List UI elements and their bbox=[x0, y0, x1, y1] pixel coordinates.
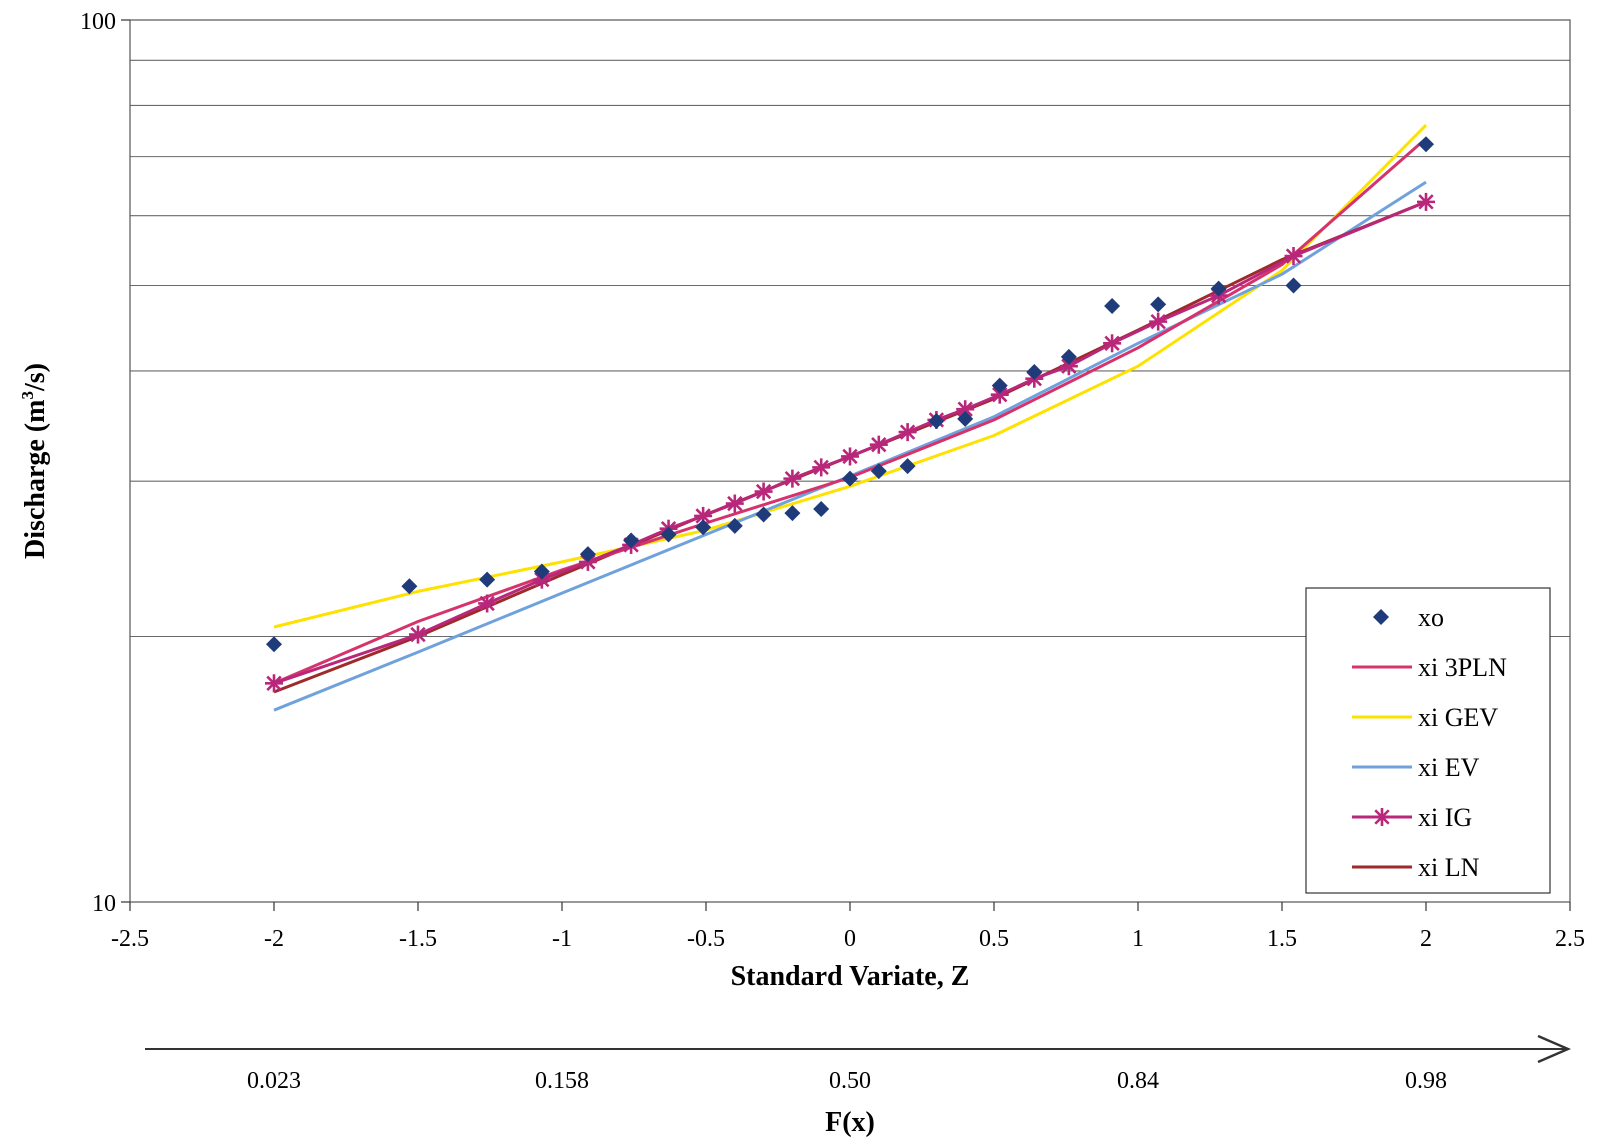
data-point-xo bbox=[1104, 297, 1121, 314]
series-line-xi-gev bbox=[273, 124, 1428, 629]
x-tick-label: -2 bbox=[264, 926, 284, 952]
fx-secondary-axis: F(x) 0.023 0.158 0.50 0.84 0.98 bbox=[145, 1034, 1572, 1138]
fx-tick-label: 0.158 bbox=[535, 1068, 589, 1094]
data-point-xi-ig bbox=[694, 506, 713, 525]
fx-arrow-head bbox=[1537, 1034, 1572, 1064]
x-tick-label: -2.5 bbox=[111, 926, 149, 952]
data-point-xo bbox=[266, 636, 282, 653]
data-point-xo bbox=[899, 458, 916, 475]
data-point-xo bbox=[784, 505, 801, 522]
data-point-xo bbox=[533, 563, 550, 580]
legend-label-xi-ig: xi IG bbox=[1418, 803, 1472, 832]
y-tick-label: 100 bbox=[80, 9, 116, 35]
x-tick-label: 0 bbox=[844, 926, 856, 952]
data-point-xo bbox=[623, 532, 640, 549]
data-point-xi-ig bbox=[725, 494, 744, 513]
data-point-xo bbox=[1150, 296, 1167, 313]
y-axis-title: Discharge (m3/s) bbox=[18, 363, 51, 559]
data-point-xo bbox=[401, 578, 418, 595]
data-point-xo bbox=[928, 413, 945, 430]
data-point-xi-ig bbox=[841, 447, 859, 466]
data-point-xi-ig bbox=[783, 469, 802, 488]
data-point-xo bbox=[726, 517, 743, 534]
data-point-xo bbox=[695, 519, 712, 536]
data-point-xi-ig bbox=[812, 458, 831, 477]
legend-label-xi-ev: xi EV bbox=[1418, 753, 1480, 782]
data-point-xi-ig bbox=[869, 435, 888, 454]
data-point-xi-ig bbox=[1417, 192, 1435, 211]
legend-label-xi-ln: xi LN bbox=[1418, 853, 1480, 882]
data-point-xo bbox=[1418, 136, 1434, 153]
legend-box bbox=[1305, 587, 1551, 894]
data-point-xo bbox=[1026, 363, 1043, 380]
legend-label-xi-3pln: xi 3PLN bbox=[1418, 653, 1507, 682]
series-group bbox=[265, 124, 1435, 712]
data-point-xo bbox=[957, 410, 974, 427]
series-line-xi-3pln bbox=[273, 137, 1427, 685]
x-tick-label: 0.5 bbox=[979, 926, 1009, 952]
legend-label-xo: xo bbox=[1418, 603, 1444, 632]
data-point-xo bbox=[991, 377, 1008, 394]
data-point-xi-ig bbox=[898, 423, 917, 442]
legend-label-xi-gev: xi GEV bbox=[1418, 703, 1498, 732]
data-point-xo bbox=[579, 546, 596, 563]
data-point-xi-ig bbox=[754, 482, 773, 501]
data-point-xo bbox=[755, 506, 772, 523]
x-axis-title: Standard Variate, Z bbox=[731, 961, 970, 992]
data-point-xo bbox=[842, 470, 858, 487]
fx-tick-label: 0.50 bbox=[829, 1068, 871, 1094]
x-tick-label: -1.5 bbox=[399, 926, 437, 952]
x-tick-label: 2.5 bbox=[1555, 926, 1585, 952]
fx-tick-label: 0.84 bbox=[1117, 1068, 1159, 1094]
data-point-xo bbox=[479, 571, 496, 588]
x-tick-label: 2 bbox=[1420, 926, 1432, 952]
grid-lines bbox=[130, 59, 1570, 638]
y-tick-label: 10 bbox=[92, 891, 116, 917]
x-tick-label: -1 bbox=[552, 926, 572, 952]
fx-axis-title: F(x) bbox=[825, 1107, 875, 1138]
series-line-xi-ln bbox=[273, 200, 1427, 694]
legend: xo xi 3PLN xi GEV xi EV xi IG xi LN bbox=[1305, 587, 1551, 894]
legend-symbol-xo bbox=[1373, 609, 1389, 625]
legend-marker-xi-ig bbox=[1373, 808, 1391, 826]
data-point-xo bbox=[1285, 277, 1302, 294]
fx-tick-label: 0.023 bbox=[247, 1068, 301, 1094]
data-point-xi-ig bbox=[265, 674, 283, 693]
data-point-xi-ig bbox=[478, 594, 497, 613]
x-tick-label: -0.5 bbox=[687, 926, 725, 952]
fx-tick-label: 0.98 bbox=[1405, 1068, 1447, 1094]
x-tick-label: 1 bbox=[1132, 926, 1144, 952]
data-point-xo bbox=[660, 526, 677, 543]
data-point-xo bbox=[813, 500, 830, 517]
x-tick-label: 1.5 bbox=[1267, 926, 1297, 952]
axis-ticks: -2.5 -2 -1.5 -1 -0.5 0 0.5 1 1.5 2 2.5 100 10 bbox=[80, 9, 1585, 952]
y-axis-title-superscript: 3 bbox=[18, 391, 37, 400]
data-point-xi-ig bbox=[1149, 312, 1168, 331]
data-point-xo bbox=[870, 463, 887, 480]
data-point-xi-ig bbox=[1284, 247, 1303, 266]
series-line-xi-ev bbox=[273, 180, 1427, 712]
data-point-xo bbox=[1060, 348, 1077, 365]
data-point-xo bbox=[1210, 280, 1227, 297]
data-point-xi-ig bbox=[1103, 334, 1122, 353]
data-point-xi-ig bbox=[409, 625, 427, 644]
